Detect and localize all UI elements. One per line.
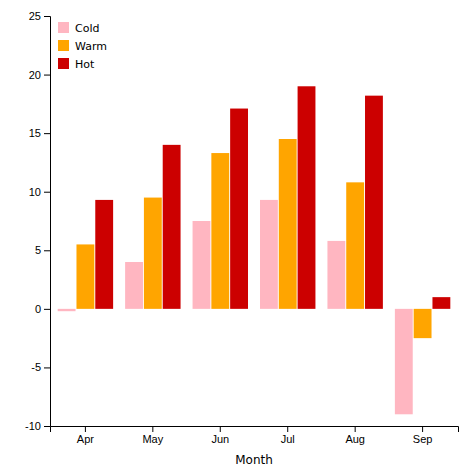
- tick: Sep: [413, 426, 433, 445]
- legend-label: Warm: [75, 40, 107, 53]
- tick-mark: [44, 309, 50, 310]
- bar-series: [95, 86, 450, 309]
- tick: 20: [29, 69, 50, 81]
- tick: 5: [35, 244, 50, 256]
- tick: -10: [25, 420, 50, 432]
- tick-mark: [85, 426, 86, 432]
- tick: Aug: [345, 426, 365, 445]
- bar: [365, 96, 383, 309]
- bar: [432, 297, 450, 309]
- bar: [327, 241, 345, 309]
- tick-label: 15: [29, 127, 41, 139]
- bar: [395, 309, 413, 414]
- tick-mark: [44, 192, 50, 193]
- tick-label: May: [142, 433, 163, 445]
- tick: -5: [31, 361, 50, 373]
- tick-label: 25: [29, 10, 41, 22]
- tick: Jun: [211, 426, 229, 445]
- tick-label: Sep: [413, 433, 433, 445]
- tick: 10: [29, 186, 50, 198]
- tick-mark: [422, 426, 423, 432]
- tick-mark: [220, 426, 221, 432]
- axis-line: [44, 17, 51, 427]
- bar: [414, 309, 432, 338]
- bar: [76, 244, 94, 308]
- bar: [279, 139, 297, 309]
- bars: [58, 86, 451, 414]
- tick-label: Jun: [211, 433, 229, 445]
- legend-swatch: [58, 40, 69, 51]
- bar: [346, 182, 364, 309]
- bar: [211, 153, 229, 309]
- tick-label: Jul: [281, 433, 295, 445]
- tick: Apr: [77, 426, 94, 445]
- tick-label: Apr: [77, 433, 94, 445]
- tick: May: [142, 426, 163, 445]
- tick-mark: [355, 426, 356, 432]
- axis-line: [51, 427, 459, 433]
- tick-mark: [44, 133, 50, 134]
- bar: [95, 200, 113, 309]
- tick-label: 10: [29, 186, 41, 198]
- bar: [125, 262, 143, 309]
- bar: [230, 109, 248, 309]
- tick-label: 0: [35, 303, 41, 315]
- legend-item: Warm: [58, 40, 107, 53]
- tick: Jul: [281, 426, 295, 445]
- legend-label: Hot: [75, 58, 95, 71]
- legend-item: Cold: [58, 22, 99, 35]
- legend: Cold Warm Hot: [58, 22, 107, 71]
- legend-swatch: [58, 22, 69, 33]
- bar: [193, 221, 211, 309]
- tick-mark: [152, 426, 153, 432]
- tick-label: 5: [35, 244, 41, 256]
- bar: [58, 309, 76, 311]
- tick-label: -10: [25, 420, 41, 432]
- tick: 0: [35, 303, 50, 315]
- tick-label: -5: [31, 361, 41, 373]
- chart: -10 -5 0 5 10 15 20 25 Apr May Jun Jul Aug Sep Month Co…: [0, 0, 474, 474]
- tick: 25: [29, 10, 50, 22]
- bar: [144, 198, 162, 309]
- tick-mark: [44, 75, 50, 76]
- y-axis: -10 -5 0 5 10 15 20 25: [25, 10, 50, 432]
- tick-mark: [44, 250, 50, 251]
- bar: [163, 145, 181, 309]
- bar: [298, 86, 316, 309]
- legend-label: Cold: [75, 22, 99, 35]
- x-axis-label: Month: [235, 453, 273, 467]
- tick-mark: [44, 367, 50, 368]
- tick: 15: [29, 127, 50, 139]
- tick-mark: [287, 426, 288, 432]
- tick-label: 20: [29, 69, 41, 81]
- tick-label: Aug: [345, 433, 365, 445]
- tick-mark: [44, 16, 50, 17]
- legend-item: Hot: [58, 58, 95, 71]
- legend-swatch: [58, 58, 69, 69]
- bar: [260, 200, 278, 309]
- tick-mark: [44, 426, 50, 427]
- x-axis: Apr May Jun Jul Aug Sep: [51, 426, 459, 445]
- plot: -10 -5 0 5 10 15 20 25 Apr May Jun Jul Aug Sep Month Co…: [25, 10, 458, 467]
